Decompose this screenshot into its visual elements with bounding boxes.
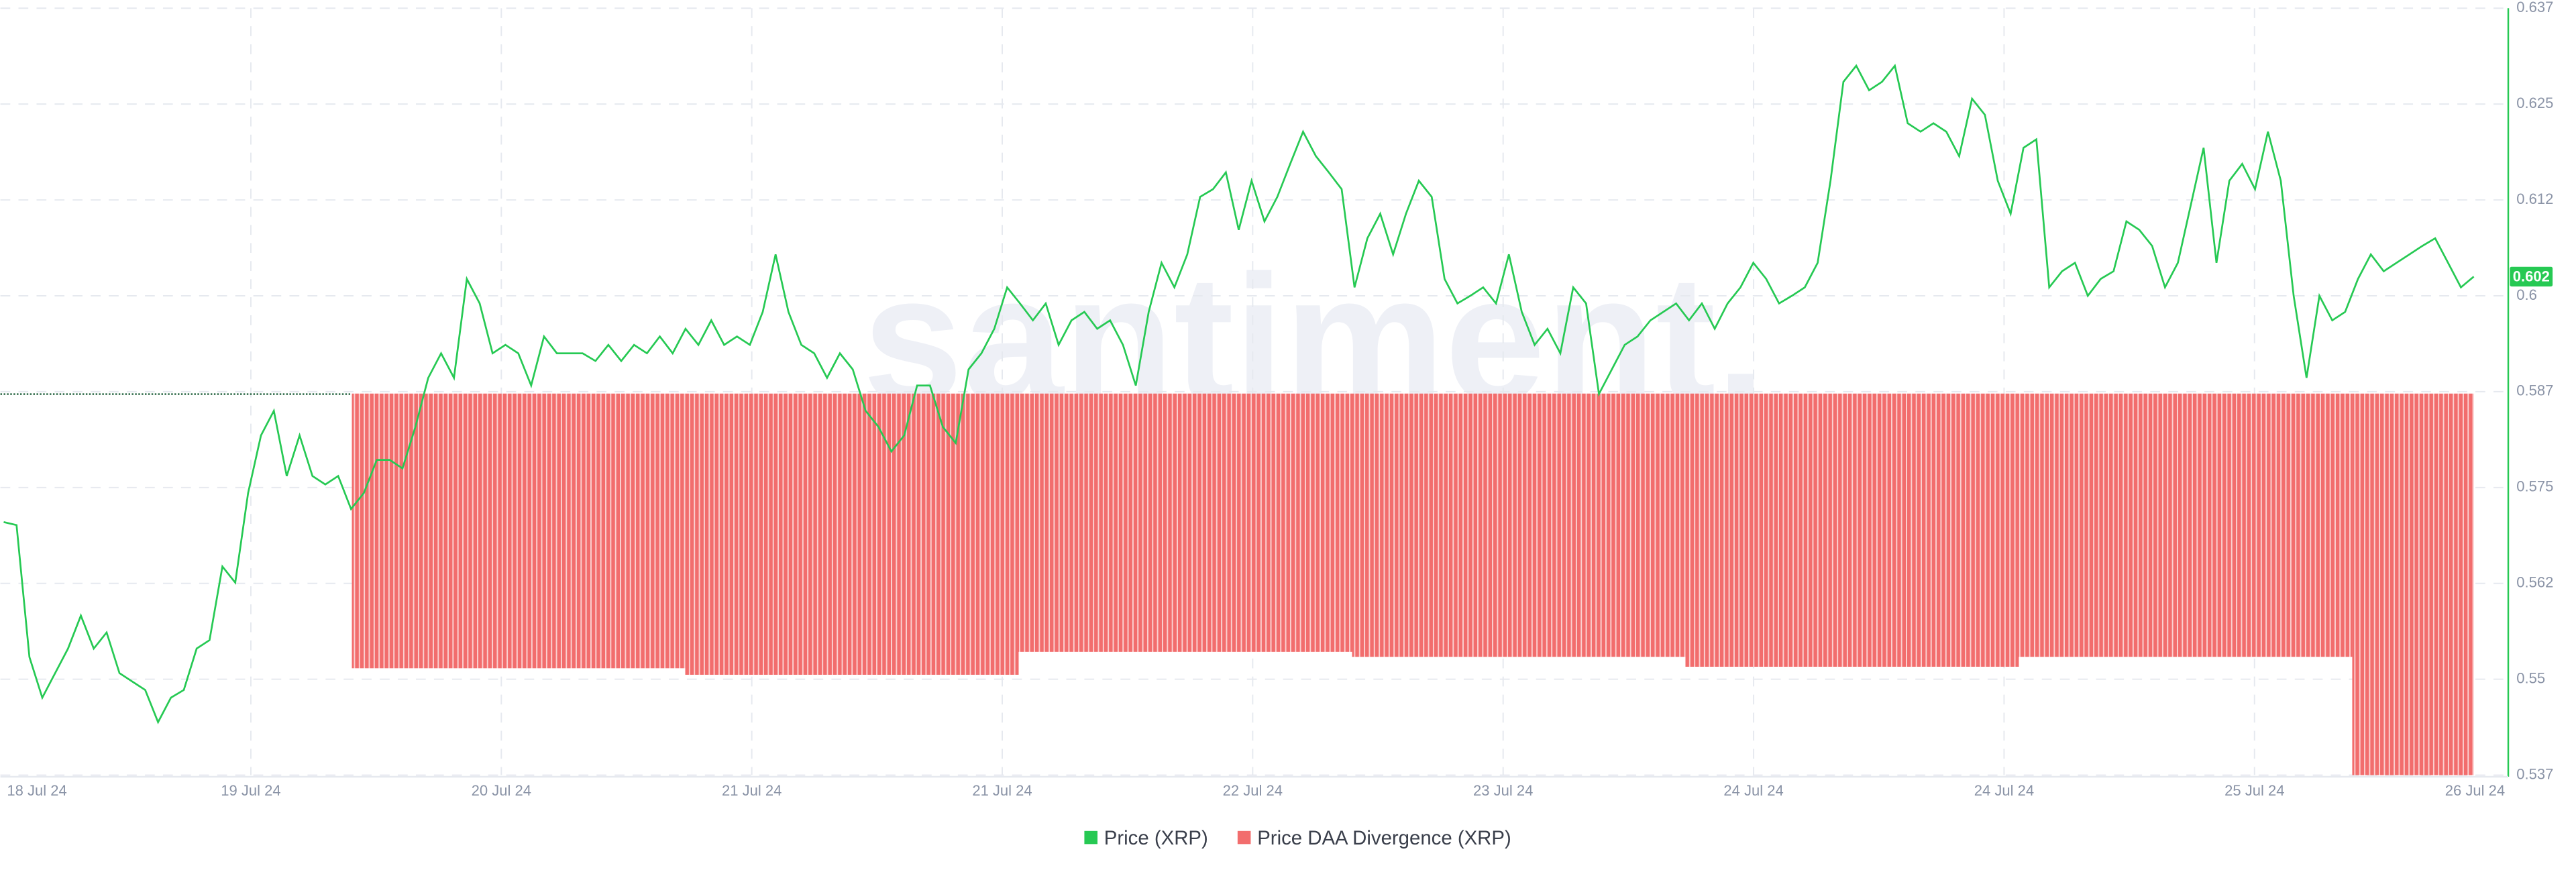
divergence-bar (352, 393, 686, 669)
y-tick-label: 0.587 (2516, 382, 2553, 399)
legend-swatch (1237, 830, 1251, 844)
x-tick-label: 21 Jul 24 (972, 782, 1032, 799)
x-tick-label: 19 Jul 24 (221, 782, 280, 799)
y-tick-label: 0.575 (2516, 478, 2553, 495)
divergence-bar (1352, 393, 1686, 657)
x-tick-label: 20 Jul 24 (472, 782, 531, 799)
legend-swatch (1084, 830, 1098, 844)
x-tick-label: 18 Jul 24 (7, 782, 66, 799)
lines (3, 63, 2475, 724)
y-tick-label: 0.612 (2516, 190, 2553, 207)
x-tick-label: 24 Jul 24 (1974, 782, 2034, 799)
legend-label: Price DAA Divergence (XRP) (1257, 827, 1511, 849)
current-price-tag (2510, 266, 2553, 287)
current-price-label: 0.602 (2513, 268, 2550, 284)
legend-label: Price (XRP) (1104, 827, 1208, 849)
y-tick-label: 0.55 (2516, 669, 2545, 686)
y-tick-label: 0.637 (2516, 0, 2553, 15)
bars (352, 393, 2474, 775)
divergence-bar (1018, 393, 1352, 652)
x-tick-label: 21 Jul 24 (722, 782, 782, 799)
y-tick-label: 0.625 (2516, 95, 2553, 111)
divergence-bar (1685, 393, 2019, 667)
x-tick-label: 25 Jul 24 (2224, 782, 2284, 799)
price-line (3, 63, 2475, 724)
x-tick-label: 24 Jul 24 (1723, 782, 1783, 799)
x-tick-label: 26 Jul 24 (2445, 782, 2505, 799)
divergence-bar (685, 393, 1019, 675)
y-tick-label: 0.562 (2516, 574, 2553, 591)
y-tick-label: 0.6 (2516, 286, 2537, 303)
x-tick-label: 23 Jul 24 (1473, 782, 1533, 799)
x-tick-label: 22 Jul 24 (1223, 782, 1283, 799)
divergence-bar (2352, 393, 2474, 775)
y-tick-label: 0.537 (2516, 765, 2553, 782)
legend: Price (XRP) Price DAA Divergence (XRP) (1084, 827, 1511, 849)
divergence-bar (2019, 393, 2353, 657)
axes: 0.637 0.625 0.612 0.6 0.587 0.575 0.562 0.55 0.5… (7, 0, 2553, 799)
